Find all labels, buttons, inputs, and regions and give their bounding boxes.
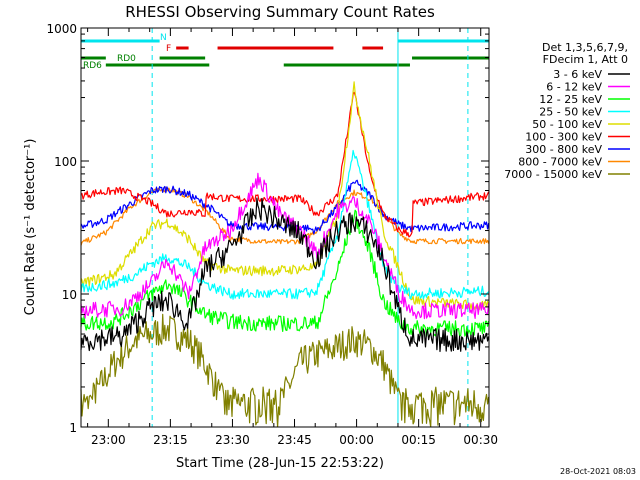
x-tick-label: 23:45 [277,433,312,447]
legend-label-12-25-kev: 12 - 25 keV [539,93,602,106]
y-tick-label: 1000 [46,22,77,36]
x-tick-label: 00:15 [401,433,436,447]
legend-header: FDecim 1, Att 0 [543,53,628,66]
state-bar-rd0-label: RD0 [117,54,136,64]
x-tick-label: 23:00 [91,433,126,447]
footer-timestamp: 28-Oct-2021 08:03 [560,467,636,476]
y-tick-label: 100 [54,155,77,169]
series-line-7000-15000-kev [80,313,490,428]
axes: 1 10 100 1000 23:00 23:15 23:30 23:45 00:00 00:15… [46,22,498,447]
y-tick-label: 10 [62,288,77,302]
series-line-50-100-kev [80,81,490,311]
chart-title: RHESSI Observing Summary Count Rates [125,3,435,21]
x-tick-label: 00:30 [463,433,498,447]
legend-label-25-50-kev: 25 - 50 keV [539,106,602,119]
series-lines [80,81,490,428]
x-tick-label: 23:30 [215,433,250,447]
series-line-800-7000-kev [80,186,490,246]
state-bar-rd6-label: RD6 [83,61,102,71]
state-bar-n-label: N [160,33,167,43]
legend-label-6-12-kev: 6 - 12 keV [546,81,602,94]
series-line-3-6-kev [80,197,490,353]
legend-label-300-800-kev: 300 - 800 keV [525,143,602,156]
legend-label-3-6-kev: 3 - 6 keV [553,68,602,81]
x-tick-label: 00:00 [339,433,374,447]
series-line-25-50-kev [80,149,490,300]
state-bar-f-label: F [166,44,171,54]
plot-frame [80,27,490,428]
legend-label-50-100-kev: 50 - 100 keV [532,118,602,131]
y-tick-label: 1 [69,421,77,435]
legend-label-7000-15000-kev: 7000 - 15000 keV [504,168,602,181]
legend-header: Det 1,3,5,6,7,9, [542,41,628,54]
legend-label-800-7000-kev: 800 - 7000 keV [518,156,602,169]
x-tick-label: 23:15 [153,433,188,447]
x-axis-label: Start Time (28-Jun-15 22:53:22) [176,456,384,471]
y-axis-label: Count Rate (s⁻¹ detector⁻¹) [23,139,38,316]
series-line-100-300-kev [80,91,490,238]
state-bars: NF RD0 RD6 [81,33,489,71]
series-line-6-12-kev [80,172,490,320]
legend-label-100-300-kev: 100 - 300 keV [525,131,602,144]
legend: Det 1,3,5,6,7,9,FDecim 1, Att 0 3 - 6 keV… [504,41,630,181]
